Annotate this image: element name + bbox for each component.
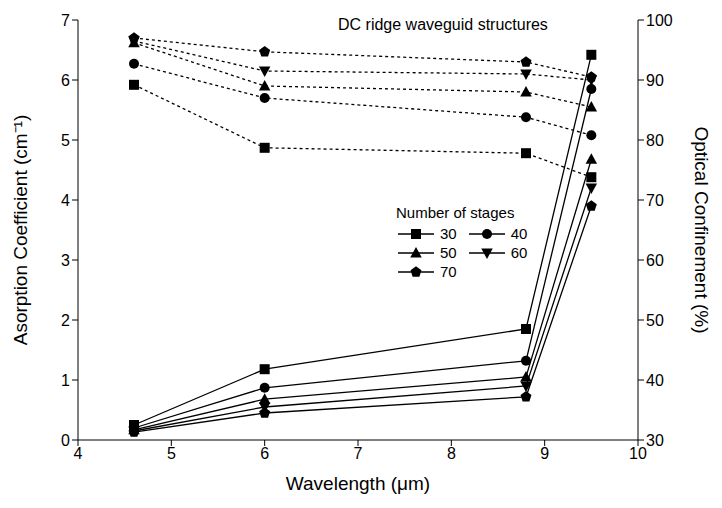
svg-text:0: 0 (61, 432, 70, 449)
svg-text:3: 3 (61, 252, 70, 269)
svg-text:7: 7 (61, 12, 70, 29)
svg-text:6: 6 (61, 72, 70, 89)
svg-text:50: 50 (646, 312, 664, 329)
svg-text:2: 2 (61, 312, 70, 329)
svg-text:4: 4 (61, 192, 70, 209)
svg-text:10: 10 (629, 445, 647, 462)
svg-text:1: 1 (61, 372, 70, 389)
svg-text:100: 100 (646, 12, 673, 29)
svg-text:40: 40 (646, 372, 664, 389)
html-text:70: 70 (440, 263, 457, 280)
svg-text:5: 5 (61, 132, 70, 149)
html-text:40: 40 (510, 225, 528, 242)
svg-text:5: 5 (167, 445, 176, 462)
svg-text:Wavelength (μm): Wavelength (μm) (286, 473, 430, 494)
html-text:Number of stages: Number of stages (396, 204, 515, 221)
svg-text:60: 60 (646, 252, 664, 269)
html-text:60: 60 (510, 244, 528, 261)
svg-text:30: 30 (646, 432, 664, 449)
html-text:50: 50 (440, 244, 457, 261)
svg-text:70: 70 (646, 192, 664, 209)
html-text:30: 30 (440, 225, 457, 242)
svg-text:90: 90 (646, 72, 664, 89)
svg-text:8: 8 (447, 445, 456, 462)
svg-text:Optical Confinement (%): Optical Confinement (%) (691, 127, 712, 334)
svg-text:4: 4 (74, 445, 83, 462)
svg-text:Asorption Coefficient (cm⁻¹): Asorption Coefficient (cm⁻¹) (10, 115, 31, 346)
html-text:DC ridge waveguid structures: DC ridge waveguid structures (338, 16, 548, 33)
svg-text:9: 9 (540, 445, 549, 462)
svg-text:80: 80 (646, 132, 664, 149)
svg-text:6: 6 (260, 445, 269, 462)
svg-text:7: 7 (354, 445, 363, 462)
